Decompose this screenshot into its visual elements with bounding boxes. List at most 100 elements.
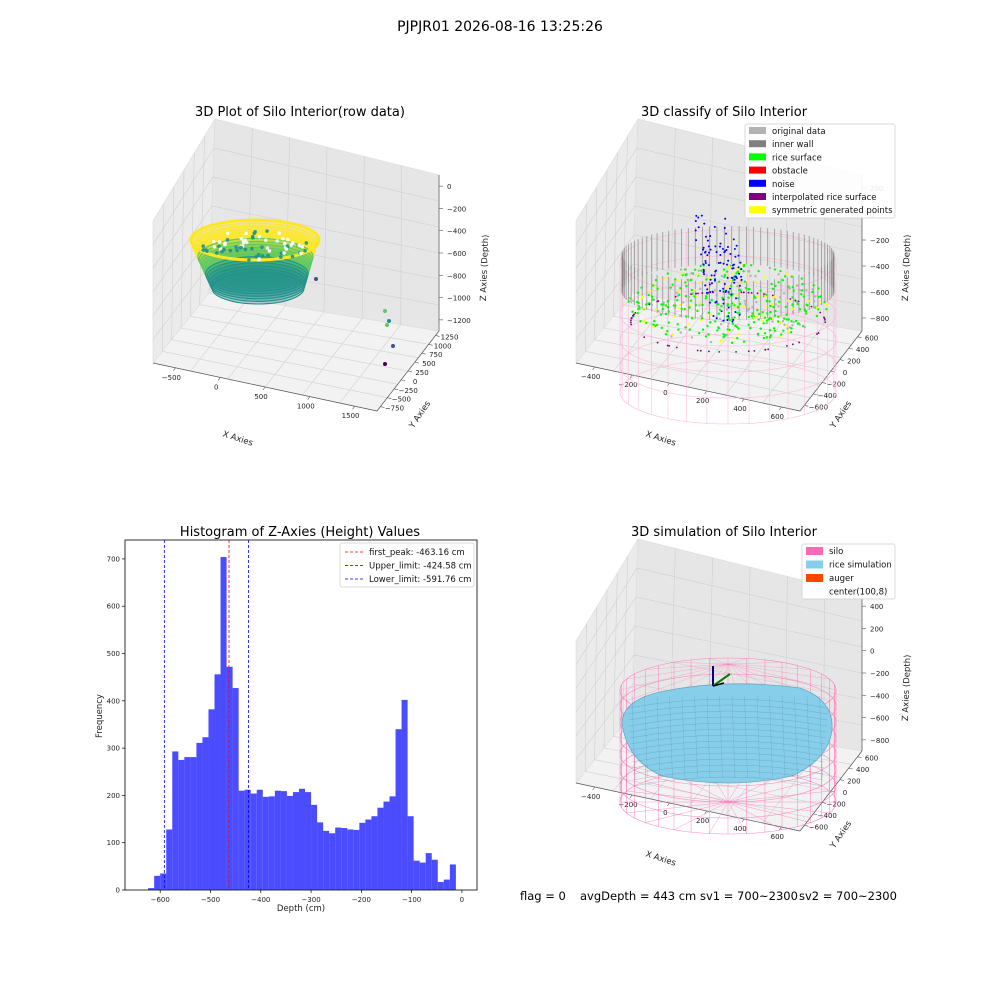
classify-noise-point <box>695 239 698 242</box>
sim-rice-mesh-line <box>629 722 827 733</box>
classify-noise-point <box>733 248 736 251</box>
raw-xtick-label: 1500 <box>342 412 360 420</box>
classify-rice-point <box>725 333 729 336</box>
classify-rice-point <box>743 280 747 283</box>
raw-xtick-mark <box>173 367 176 371</box>
sim-ztick-label: 200 <box>870 625 883 633</box>
classify-interp-point <box>791 343 794 346</box>
histogram-xtick-label: −300 <box>301 896 320 904</box>
histogram-bar <box>401 699 408 890</box>
classify-interp-point <box>690 293 692 296</box>
classify-rice-point <box>759 289 762 292</box>
classify-ytick-label: −600 <box>809 403 828 411</box>
classify-rice-point <box>785 272 788 276</box>
sim-ytick-label: −600 <box>809 823 828 831</box>
classify-rice-point <box>664 304 667 307</box>
raw-surface-point <box>235 248 239 253</box>
classify-rice-point <box>698 331 701 335</box>
raw-surface-point <box>253 230 257 234</box>
classify-rice-point <box>804 310 808 313</box>
sim-grid-line <box>575 567 863 665</box>
histogram-bar <box>268 796 275 890</box>
classify-rice-point <box>661 307 665 311</box>
raw-surface-point <box>264 238 268 243</box>
classify-noise-point <box>726 318 729 321</box>
classify-rice-point <box>654 279 658 282</box>
classify-rice-point <box>796 322 800 325</box>
classify-rice-point <box>802 295 805 298</box>
classify-rice-point <box>720 322 723 326</box>
classify-interp-point <box>740 291 743 294</box>
raw-ztick-label: −1000 <box>447 295 471 303</box>
classify-rice-point <box>800 293 803 296</box>
classify-rice-point <box>747 307 751 311</box>
classify-interp-point <box>718 350 721 353</box>
classify-rice-point <box>684 326 687 329</box>
classify-ztick-label: −600 <box>870 289 889 297</box>
histogram-bar <box>359 822 366 890</box>
classify-interp-point <box>708 350 710 353</box>
histogram-bar <box>323 830 330 890</box>
classify-rice-point <box>801 289 804 292</box>
sim-silo-floor-line <box>727 781 811 803</box>
classify-rice-point <box>756 332 760 336</box>
histogram-bar <box>202 737 209 890</box>
classify-ytick-mark <box>822 382 827 384</box>
classify-rice-point <box>738 282 741 285</box>
classify-noise-point <box>704 250 707 253</box>
panel-simulation: 3D simulation of Silo Interior −400 −200 0… <box>575 525 913 869</box>
sim-ztick-label: −600 <box>870 715 889 723</box>
classify-noise-point <box>731 320 734 323</box>
classify-interp-point <box>674 295 677 298</box>
classify-rice-point <box>635 300 639 304</box>
classify-rice-point <box>749 326 752 330</box>
classify-rice-point <box>811 288 814 291</box>
classify-rice-point <box>723 273 727 277</box>
raw-outlier-point <box>383 309 387 313</box>
sim-rice-mesh-line <box>629 716 827 727</box>
classify-noise-point <box>723 226 726 229</box>
classify-rice-point <box>757 269 760 273</box>
histogram-bar <box>160 873 167 890</box>
raw-surface-point <box>279 251 284 256</box>
panel-sim-title: 3D simulation of Silo Interior <box>631 525 818 540</box>
raw-grid-line <box>152 176 440 269</box>
sim-silo-roof-line <box>727 663 811 670</box>
classify-noise-point <box>700 214 703 217</box>
sim-legend-label: center(100,8) <box>829 588 887 598</box>
classify-rice-point <box>690 288 693 292</box>
classify-rice-point <box>726 328 729 331</box>
classify-xtick-mark <box>741 398 745 403</box>
classify-rice-point <box>817 308 820 311</box>
raw-surface-point <box>234 245 238 249</box>
classify-rice-point <box>704 335 708 338</box>
classify-ytick-mark <box>804 404 809 407</box>
classify-ytick-label: 200 <box>847 358 860 366</box>
classify-interp-point <box>798 341 801 344</box>
classify-rice-point <box>725 286 728 289</box>
classify-rice-point <box>678 303 682 307</box>
sim-xtick-label: −200 <box>618 801 637 809</box>
sim-xtick-label: 600 <box>771 833 784 841</box>
histogram-bar <box>443 879 450 890</box>
classify-rice-point <box>762 336 766 340</box>
classify-rice-point <box>672 304 676 307</box>
classify-rice-point <box>667 321 671 324</box>
classify-rice-point <box>717 312 721 315</box>
classify-rice-point <box>782 329 785 332</box>
classify-rice-point <box>732 336 735 340</box>
sim-silo-floor-line <box>727 801 747 834</box>
sim-rice-mesh-line <box>719 695 723 779</box>
classify-rice-point <box>651 298 654 301</box>
classify-noise-point <box>740 278 743 281</box>
classify-ytick-label: 400 <box>856 346 869 354</box>
sim-rice-mesh-line <box>644 695 648 779</box>
classify-rice-point <box>727 292 731 295</box>
classify-rice-point <box>674 278 677 281</box>
classify-noise-point <box>710 274 713 277</box>
status-sv2: sv2 = 700~2300 <box>799 889 897 903</box>
histogram-ytick-label: 500 <box>107 650 120 658</box>
classify-rice-point <box>817 295 820 299</box>
classify-rice-point <box>768 300 771 303</box>
histogram-bar <box>449 864 456 890</box>
